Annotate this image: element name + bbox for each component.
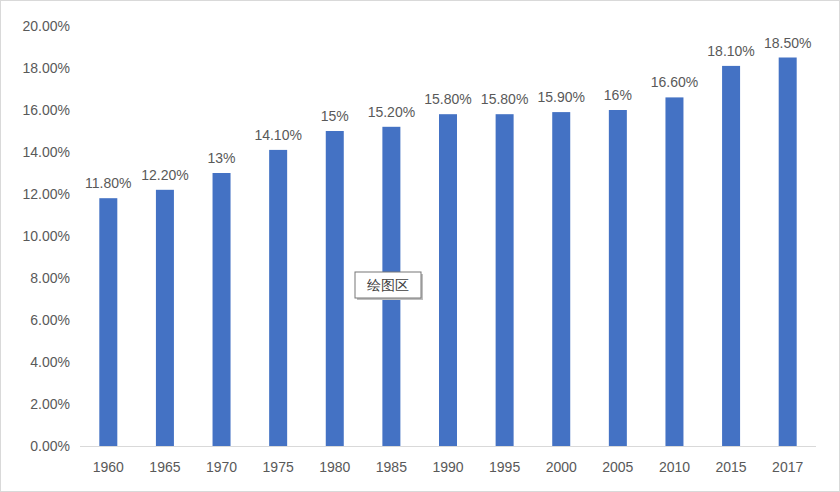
x-tick-label: 1970: [206, 459, 237, 475]
x-tick-label: 2017: [772, 459, 803, 475]
x-tick-label: 1995: [489, 459, 520, 475]
annotation-box: [355, 272, 421, 298]
y-tick-label: 4.00%: [30, 354, 70, 370]
y-tick: [73, 68, 75, 69]
bar: [213, 173, 231, 446]
data-label: 15.80%: [481, 91, 528, 107]
x-tick-label: 2000: [546, 459, 577, 475]
data-label: 15.90%: [537, 89, 584, 105]
data-label: 15.20%: [368, 104, 415, 120]
x-tick-label: 1980: [319, 459, 350, 475]
x-tick-label: 2005: [602, 459, 633, 475]
y-tick: [73, 278, 75, 279]
data-label: 11.80%: [85, 175, 131, 191]
y-tick-label: 0.00%: [30, 438, 70, 454]
y-tick: [73, 404, 75, 405]
bar: [665, 97, 683, 446]
x-tick-label: 1960: [93, 459, 124, 475]
bar: [552, 112, 570, 446]
y-tick: [73, 362, 75, 363]
data-label: 15%: [321, 108, 349, 124]
bar: [156, 190, 174, 446]
y-tick-label: 6.00%: [30, 312, 70, 328]
chart: 0.00% 2.00% 4.00% 6.00% 8.00% 10.00% 12.00% 14.…: [0, 0, 840, 492]
annotation: 绘图区: [367, 277, 409, 293]
y-tick-label: 14.00%: [23, 144, 70, 160]
data-label: 18.50%: [764, 35, 811, 51]
y-tick-label: 20.00%: [23, 18, 70, 34]
data-label: 13%: [208, 150, 236, 166]
x-tick-label: 1965: [149, 459, 180, 475]
data-label: 14.10%: [254, 127, 301, 143]
y-tick: [73, 446, 75, 447]
data-label: 16%: [604, 87, 632, 103]
y-tick-label: 2.00%: [30, 396, 70, 412]
y-tick: [73, 236, 75, 237]
data-label: 12.20%: [141, 167, 188, 183]
y-tick-label: 10.00%: [23, 228, 70, 244]
data-label: 15.80%: [424, 91, 471, 107]
bars: [99, 58, 796, 447]
y-tick-label: 12.00%: [23, 186, 70, 202]
y-tick: [73, 152, 75, 153]
x-axis-line: [80, 446, 816, 447]
bar: [326, 131, 344, 446]
x-tick-label: 2010: [659, 459, 690, 475]
bar: [779, 58, 797, 447]
bar: [439, 114, 457, 446]
y-tick: [73, 110, 75, 111]
y-tick: [73, 26, 75, 27]
x-tick-label: 2015: [715, 459, 746, 475]
y-tick-label: 18.00%: [23, 60, 70, 76]
data-label: 16.60%: [651, 74, 698, 90]
bar: [99, 198, 117, 446]
bar: [269, 150, 287, 446]
y-tick: [73, 194, 75, 195]
x-tick-label: 1975: [263, 459, 294, 475]
x-tick-label: 1985: [376, 459, 407, 475]
y-tick-label: 16.00%: [23, 102, 70, 118]
bar: [609, 110, 627, 446]
bar: [722, 66, 740, 446]
data-label: 18.10%: [707, 43, 754, 59]
y-tick-label: 8.00%: [30, 270, 70, 286]
chart-frame: [1, 1, 840, 492]
x-tick-label: 1990: [432, 459, 463, 475]
y-tick: [73, 320, 75, 321]
bar: [496, 114, 514, 446]
